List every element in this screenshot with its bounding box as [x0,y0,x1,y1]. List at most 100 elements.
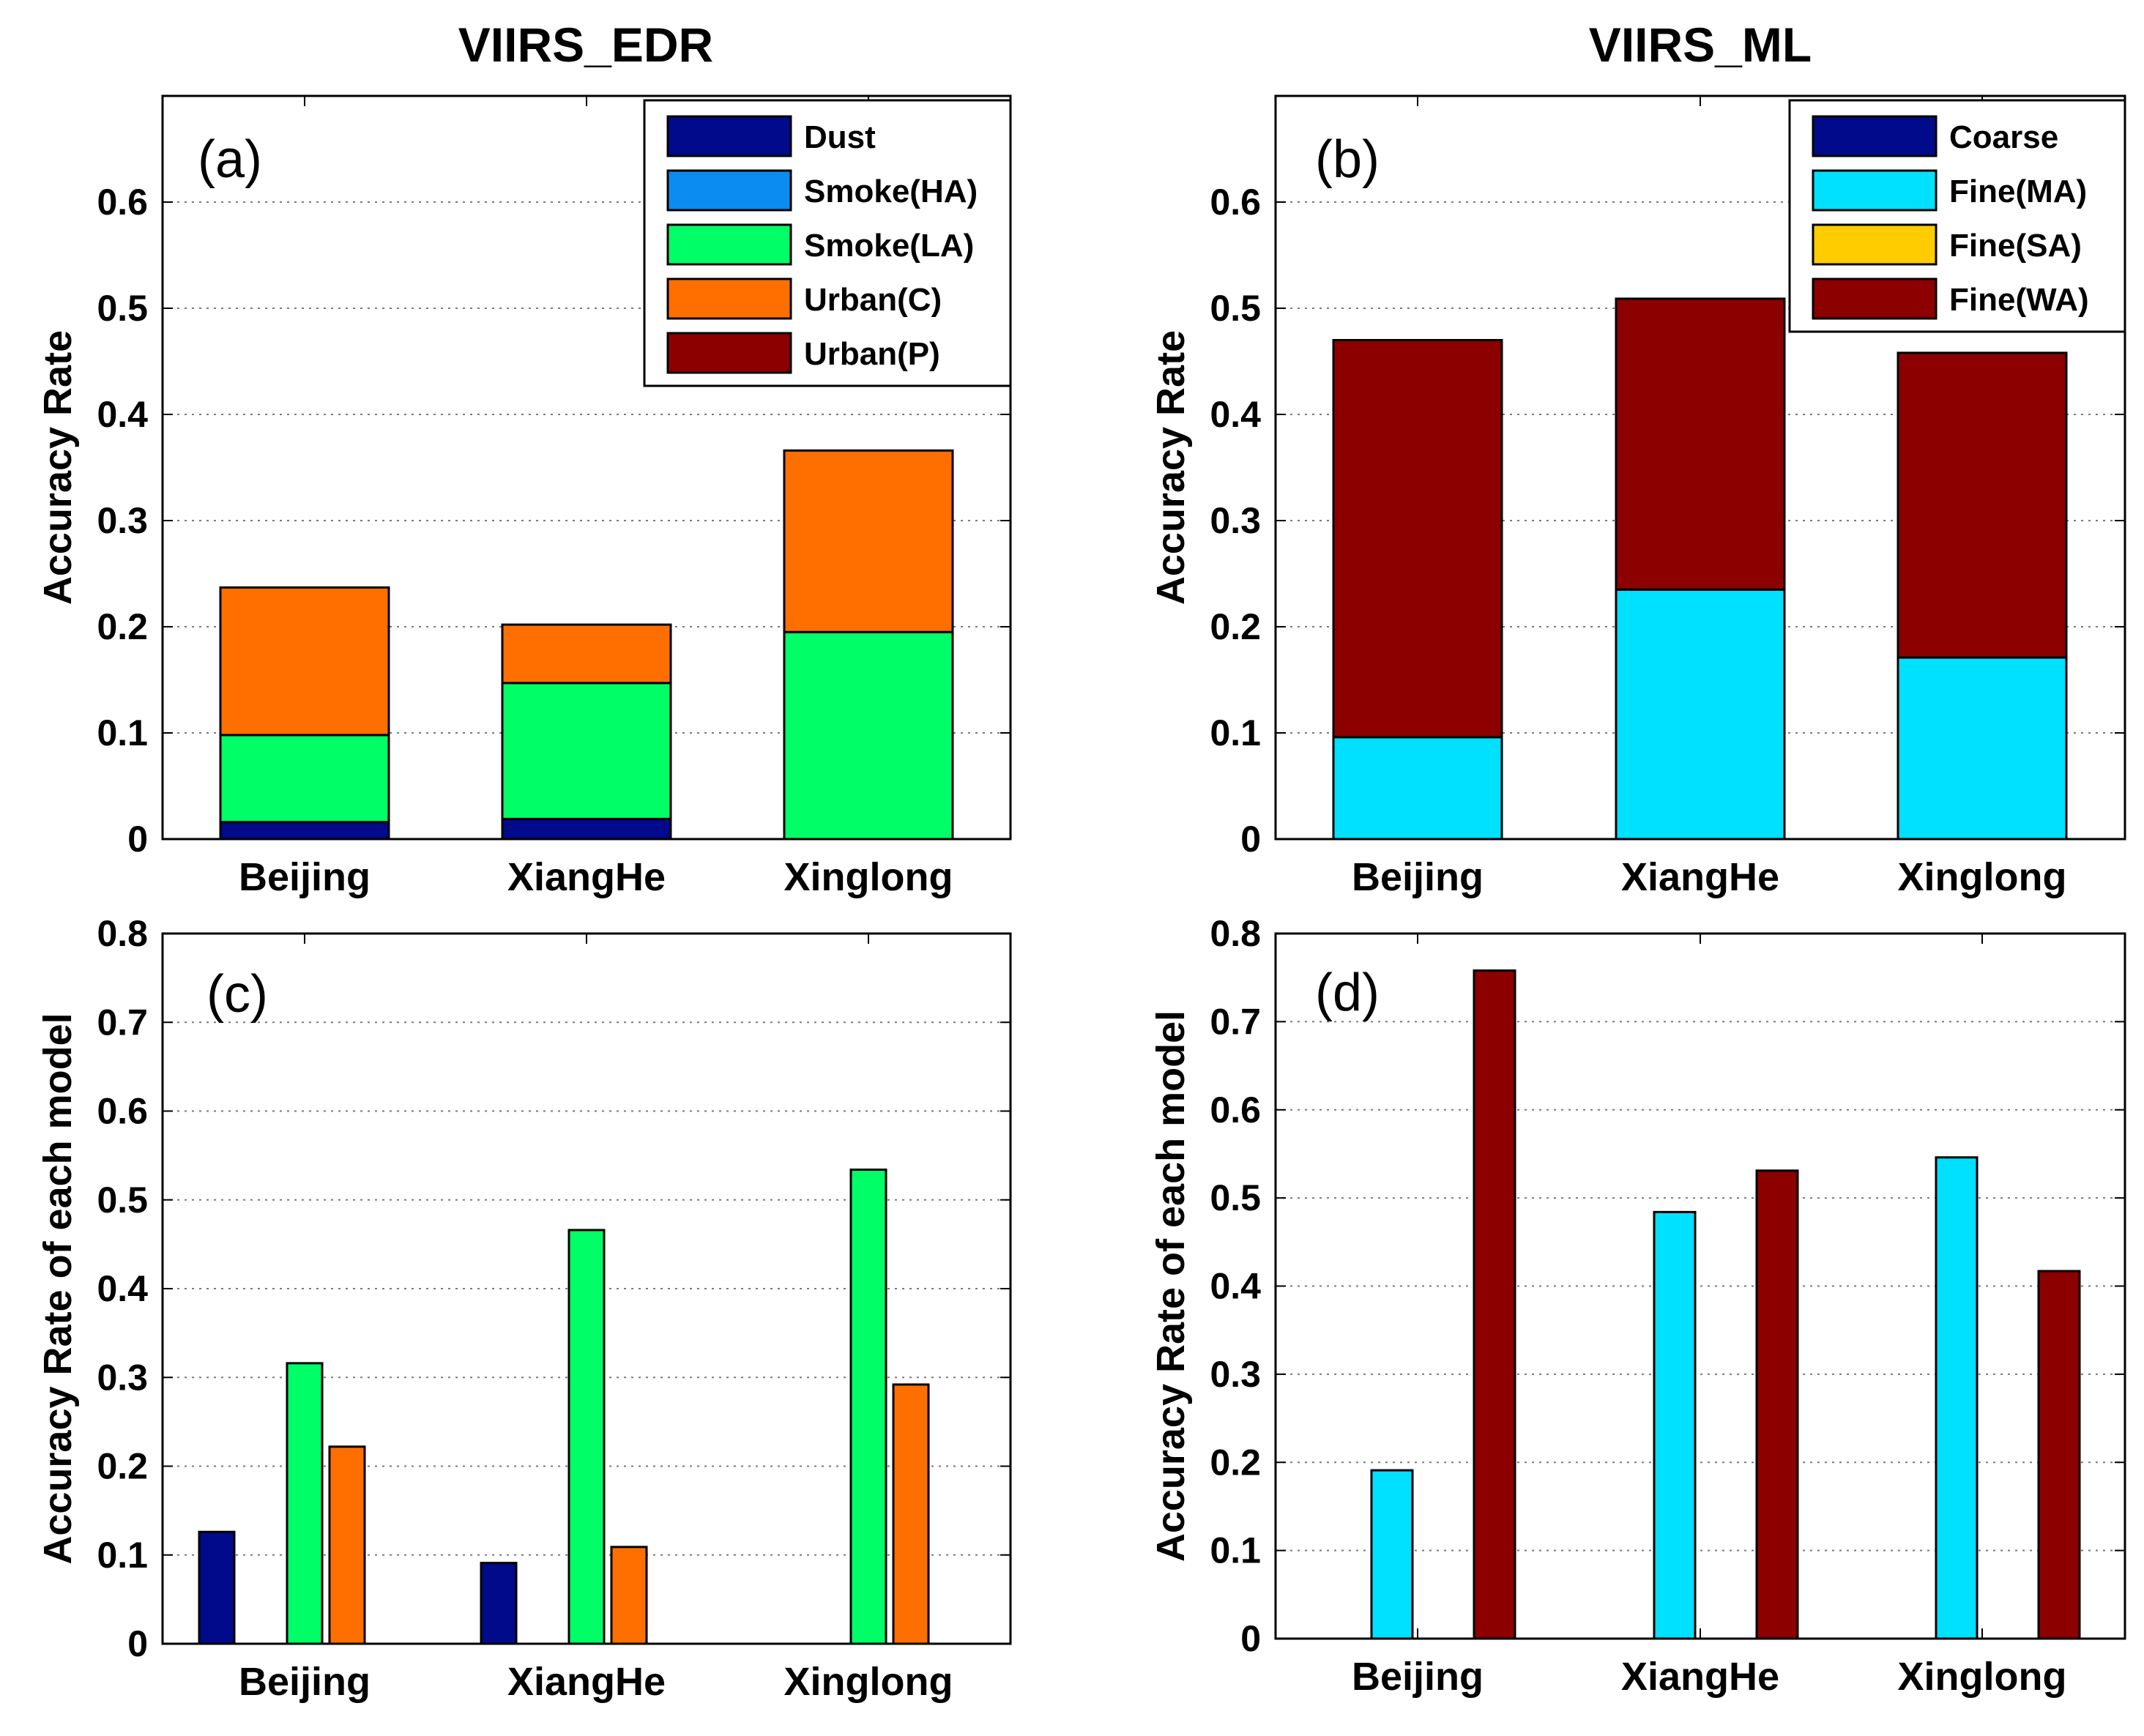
y-axis-label: Accuracy Rate [1149,330,1193,605]
y-tick-label: 0.7 [1210,1001,1261,1042]
bar-beijing-fine-wa [1473,969,1516,1640]
bar-xinglong-fine-ma [1935,1156,1979,1640]
legend-entry-coarse: Coarse [1949,119,2058,155]
legend-entry-smoke-ha: Smoke(HA) [804,174,978,209]
legend-swatch-urban-c [666,277,792,320]
bar-xianghe-fine-wa [1615,297,1786,591]
bar-xinglong-fine-ma [1897,656,2068,841]
x-tick-label: Xinglong [1898,1655,2067,1699]
bar-beijing-urban-c [328,1445,366,1645]
x-tick-label: Beijing [1352,1655,1484,1699]
bar-beijing-dust [198,1530,236,1645]
legend-swatch-urban-p [666,332,792,374]
column-title-right: VIIRS_ML [1589,18,1812,72]
bar-beijing-urban-c [219,586,390,737]
legend-swatch-fine-wa [1812,277,1938,320]
y-tick-label: 0.4 [1210,1266,1261,1307]
y-tick-label: 0.3 [1210,1354,1261,1395]
bar-beijing-fine-wa [1332,339,1503,739]
y-tick-label: 0.4 [97,394,148,435]
bar-beijing-smoke-la [286,1362,324,1645]
y-tick-label: 0.2 [1210,1442,1261,1483]
column-title-left: VIIRS_EDR [458,18,713,72]
y-tick-label: 0.3 [1210,500,1261,541]
y-tick-label: 0.2 [97,1446,148,1487]
y-tick-label: 0.3 [97,500,148,541]
bar-xianghe-fine-ma [1615,588,1786,841]
y-tick-label: 0.6 [97,182,148,223]
chart-panel-c: 0 0.1 0.2 0.3 0.4 0.5 0.6 0.7 0.8 Beijing XiangHe X… [36,913,1012,1704]
legend-entry-fine-sa: Fine(SA) [1949,228,2082,264]
legend-swatch-smoke-la [666,223,792,266]
chart-panel-b: 0 0.1 0.2 0.3 0.4 0.5 0.6 Beijing XiangHe Xinglon… [1149,94,2126,899]
axes-frame [1274,932,2126,1640]
legend-entry-urban-p: Urban(P) [804,336,940,372]
legend-swatch-fine-sa [1812,223,1938,266]
legend-swatch-smoke-ha [666,169,792,212]
y-tick-label: 0 [127,1623,148,1664]
bar-xianghe-dust [501,817,672,841]
y-tick-label: 0 [1240,1618,1261,1659]
y-axis-label: Accuracy Rate of each model [36,1013,80,1564]
y-tick-label: 0.4 [1210,394,1261,435]
y-tick-label: 0.6 [97,1091,148,1132]
y-tick-label: 0.1 [97,1535,148,1576]
legend: Dust Smoke(HA) Smoke(LA) Urban(C) Urban(P) [643,99,1012,387]
panel-label: (a) [198,130,262,189]
y-tick-label: 0.8 [1210,913,1261,954]
x-tick-label: XiangHe [507,1660,666,1704]
legend-swatch-coarse [1812,115,1938,157]
y-tick-label: 0.2 [97,606,148,647]
panel-label: (d) [1315,964,1380,1022]
bar-xianghe-fine-wa [1755,1169,1799,1640]
legend-swatch-dust [666,115,792,157]
y-tick-label: 0.6 [1210,1089,1261,1130]
chart-panel-d: 0 0.1 0.2 0.3 0.4 0.5 0.6 0.7 0.8 Beijing XiangHe X… [1149,913,2126,1699]
axes-frame [161,94,1012,841]
y-tick-label: 0.1 [1210,712,1261,753]
bar-xianghe-urban-c [610,1546,648,1645]
y-tick-label: 0.5 [1210,288,1261,329]
x-tick-label: XiangHe [507,855,666,899]
legend-entry-smoke-la: Smoke(LA) [804,228,974,264]
y-tick-label: 0.8 [97,913,148,954]
legend-entry-fine-wa: Fine(WA) [1949,282,2089,318]
panels: 0 0.1 0.2 0.3 0.4 0.5 0.6 Beijing XiangHe Xinglon… [36,94,2126,1704]
y-axis-label: Accuracy Rate of each model [1149,1010,1193,1562]
y-tick-label: 0 [127,819,148,860]
bar-beijing-dust [219,821,390,841]
panel-label: (b) [1315,130,1380,189]
x-tick-label: Xinglong [784,1660,953,1704]
y-tick-label: 0.3 [97,1357,148,1398]
y-tick-label: 0.1 [97,712,148,753]
chart-panel-a: 0 0.1 0.2 0.3 0.4 0.5 0.6 Beijing XiangHe Xinglon… [36,94,1012,899]
bar-xianghe-fine-ma [1653,1210,1697,1640]
y-tick-label: 0.1 [1210,1530,1261,1571]
x-tick-label: Beijing [239,1660,371,1704]
axes-frame [1274,94,2126,841]
legend-swatch-fine-ma [1812,169,1938,212]
bar-xinglong-smoke-la [783,630,954,841]
bar-xinglong-fine-wa [1897,351,2068,659]
x-tick-label: Xinglong [784,855,953,899]
bar-xianghe-smoke-la [501,682,672,820]
bar-xianghe-dust [480,1562,518,1645]
y-tick-label: 0.7 [97,1002,148,1043]
y-tick-label: 0.5 [97,288,148,329]
x-tick-label: XiangHe [1621,855,1779,899]
y-tick-label: 0.2 [1210,606,1261,647]
x-tick-label: Beijing [1352,855,1484,899]
legend-entry-fine-ma: Fine(MA) [1949,174,2087,209]
bar-xinglong-urban-c [783,449,954,633]
x-tick-label: XiangHe [1621,1655,1779,1699]
axes-frame [161,932,1012,1645]
y-tick-label: 0.5 [1210,1177,1261,1218]
legend-entry-urban-c: Urban(C) [804,282,942,318]
bar-xinglong-fine-wa [2037,1270,2081,1640]
x-tick-label: Beijing [239,855,371,899]
y-tick-label: 0.4 [97,1268,148,1309]
bar-xianghe-urban-c [501,623,672,685]
legend-entry-dust: Dust [804,119,876,155]
y-tick-label: 0.6 [1210,182,1261,223]
